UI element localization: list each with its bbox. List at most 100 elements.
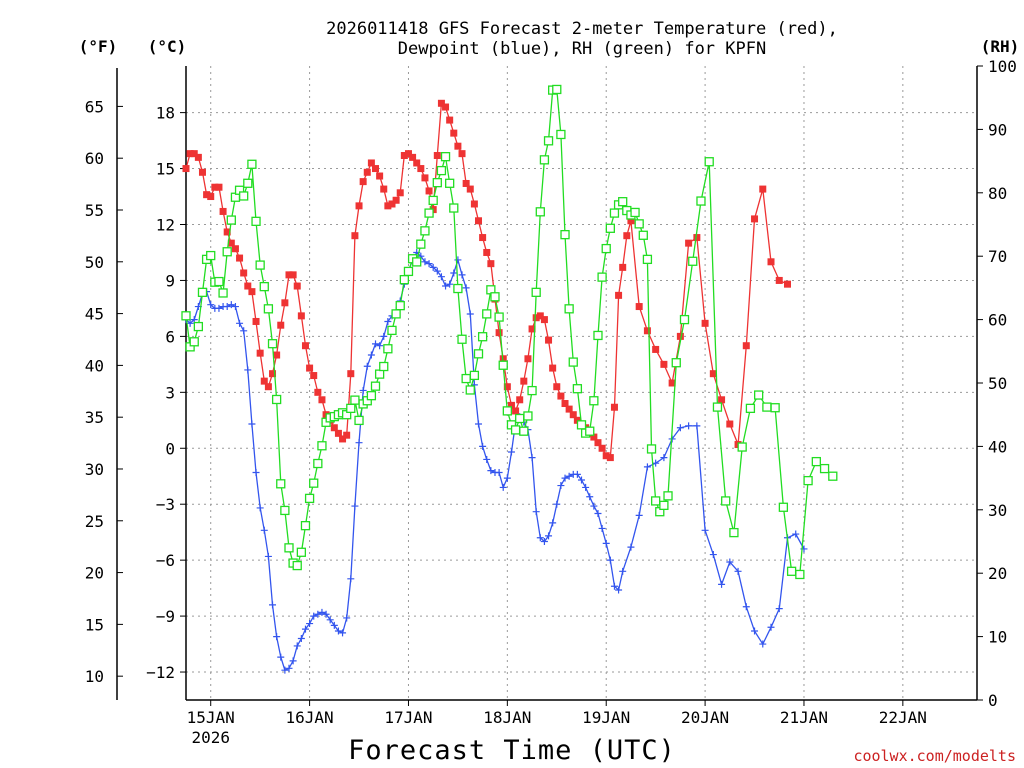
rh-tick-label: 30 bbox=[988, 501, 1007, 520]
dewpoint-point bbox=[351, 502, 359, 510]
fahrenheit-tick-label: 45 bbox=[85, 305, 104, 324]
relative-humidity-point bbox=[292, 560, 302, 571]
temperature-point bbox=[594, 439, 602, 447]
temperature-point bbox=[334, 429, 342, 437]
dewpoint-point bbox=[215, 304, 223, 312]
temperature-point bbox=[264, 383, 272, 391]
temperature-point bbox=[495, 329, 503, 337]
temperature-point bbox=[314, 388, 322, 396]
dewpoint-point bbox=[450, 269, 458, 277]
temperature-point bbox=[289, 271, 297, 279]
temperature-point bbox=[293, 282, 301, 290]
fahrenheit-tick-label: 50 bbox=[85, 253, 104, 272]
relative-humidity-point bbox=[412, 257, 422, 267]
relative-humidity-point bbox=[527, 385, 537, 396]
temperature-point bbox=[248, 288, 256, 296]
temperature-point bbox=[310, 372, 318, 380]
relative-humidity-point bbox=[239, 191, 249, 201]
temperature-point bbox=[223, 228, 231, 236]
dewpoint-point bbox=[565, 472, 573, 480]
temperature-point bbox=[619, 263, 627, 271]
dewpoint-point bbox=[709, 551, 717, 559]
dewpoint-point bbox=[223, 303, 231, 311]
temperature-point bbox=[404, 150, 412, 158]
relative-humidity-point bbox=[490, 292, 500, 302]
temperature-point bbox=[742, 342, 750, 350]
temperature-point bbox=[606, 454, 614, 462]
time-tick-label: 15JAN bbox=[187, 708, 235, 727]
dewpoint-point bbox=[207, 301, 215, 309]
time-tick-label: 16JAN bbox=[286, 708, 334, 727]
celsius-tick-label: 15 bbox=[156, 160, 175, 179]
dewpoint-point bbox=[503, 474, 511, 482]
relative-humidity-point bbox=[354, 415, 364, 426]
dewpoint-point bbox=[507, 448, 515, 456]
relative-humidity-point bbox=[445, 178, 455, 188]
relative-humidity-point bbox=[535, 207, 545, 217]
relative-humidity-point bbox=[745, 403, 756, 414]
dewpoint-point bbox=[421, 258, 429, 266]
temperature-point bbox=[343, 431, 351, 439]
relative-humidity-point bbox=[243, 178, 253, 188]
temperature-point bbox=[215, 183, 223, 191]
celsius-tick-label: 18 bbox=[156, 104, 175, 123]
relative-humidity-point bbox=[671, 358, 681, 368]
dewpoint-point bbox=[540, 538, 548, 545]
relative-humidity-point bbox=[350, 395, 360, 405]
dewpoint-point bbox=[602, 539, 610, 547]
relative-humidity-point bbox=[193, 321, 204, 332]
fahrenheit-tick-label: 15 bbox=[85, 615, 104, 634]
relative-humidity-point bbox=[374, 369, 385, 379]
relative-humidity-point bbox=[572, 384, 583, 394]
relative-humidity-point bbox=[449, 203, 459, 213]
dewpoint-point bbox=[186, 319, 194, 327]
relative-humidity-point bbox=[737, 442, 747, 452]
time-tick-label: 17JAN bbox=[384, 708, 432, 727]
temperature-point bbox=[545, 336, 553, 344]
temperature-point bbox=[676, 332, 684, 340]
temperature-point bbox=[475, 217, 483, 225]
relative-humidity-point bbox=[515, 413, 525, 424]
relative-humidity-point bbox=[317, 441, 327, 451]
temperature-point bbox=[512, 407, 520, 415]
temperature-point bbox=[417, 165, 425, 173]
relative-humidity-point bbox=[271, 394, 282, 405]
dewpoint-point bbox=[549, 519, 557, 527]
relative-humidity-point bbox=[585, 426, 595, 436]
relative-humidity-point bbox=[642, 254, 653, 265]
fahrenheit-tick-label: 25 bbox=[85, 512, 104, 531]
celsius-tick-label: −12 bbox=[146, 663, 175, 682]
dewpoint-point bbox=[281, 666, 289, 674]
relative-humidity-point bbox=[502, 406, 512, 416]
dewpoint-point bbox=[236, 319, 244, 327]
dewpoint-point bbox=[532, 508, 540, 516]
dewpoint-point bbox=[326, 616, 334, 624]
relative-humidity-point bbox=[539, 155, 550, 165]
temperature-point bbox=[252, 317, 260, 325]
relative-humidity-point bbox=[659, 500, 669, 511]
dewpoint-point bbox=[322, 610, 330, 618]
dewpoint-point bbox=[643, 463, 651, 471]
dewpoint-point bbox=[615, 586, 623, 594]
dewpoint-point bbox=[425, 260, 433, 268]
relative-humidity-point bbox=[531, 287, 541, 297]
relative-humidity-point bbox=[618, 197, 628, 207]
temperature-point bbox=[569, 411, 577, 419]
temperature-point bbox=[273, 351, 281, 359]
relative-humidity-point bbox=[300, 521, 311, 531]
dewpoint-point bbox=[277, 653, 285, 661]
chart-title-line-1: 2026011418 GFS Forecast 2-meter Temperat… bbox=[326, 19, 838, 39]
fahrenheit-tick-label: 40 bbox=[85, 356, 104, 375]
relative-humidity-point bbox=[276, 479, 286, 489]
dewpoint-point bbox=[466, 310, 474, 318]
dewpoint-point bbox=[759, 640, 767, 648]
relative-humidity-point bbox=[778, 502, 789, 512]
relative-humidity-point bbox=[721, 496, 731, 506]
dewpoint-point bbox=[244, 366, 252, 374]
dewpoint-point bbox=[619, 567, 627, 575]
rh-tick-label: 10 bbox=[988, 628, 1007, 647]
relative-humidity-point bbox=[313, 458, 323, 469]
axis-labels: 6560555045403530252015101815129630−3−6−9… bbox=[85, 57, 1017, 747]
relative-humidity-point bbox=[309, 478, 319, 488]
